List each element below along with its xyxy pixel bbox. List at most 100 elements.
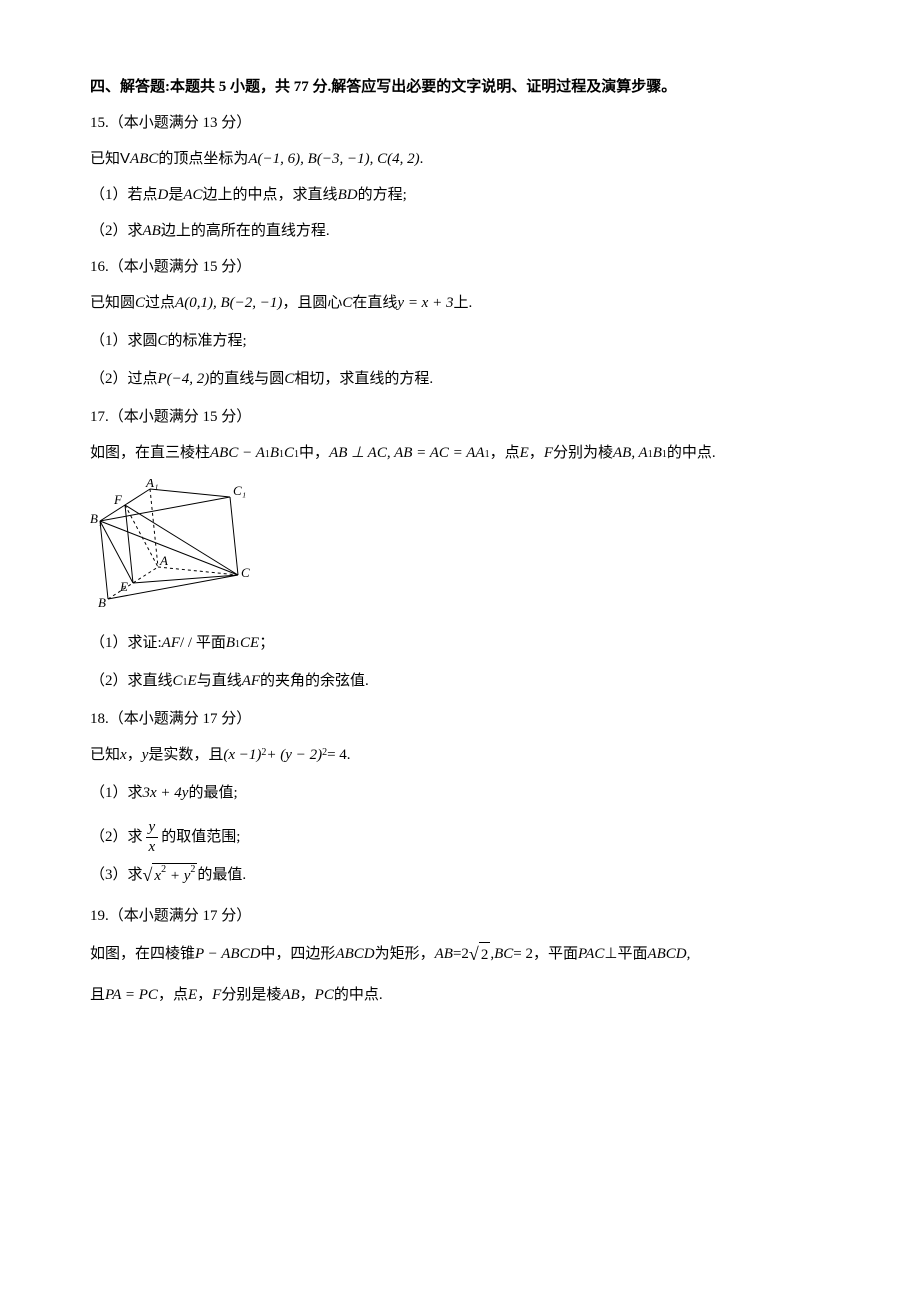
label-b1: B₁: [90, 511, 102, 526]
q19-intro-line1: 如图，在四棱锥 P − ABCD 中，四边形 ABCD 为矩形， AB = 2 …: [90, 940, 830, 969]
text: ，且圆心: [282, 291, 342, 315]
q15-intro: 已知 V ABC 的顶点坐标为 A(−1, 6), B(−3, −1), C(4…: [90, 147, 830, 171]
var-af: AF: [162, 631, 180, 655]
text: ，: [529, 441, 544, 465]
var-x: x: [120, 743, 127, 767]
text: 如图，在直三棱柱: [90, 441, 210, 465]
eq2: = 2: [513, 942, 533, 966]
q17-header: 17.（本小题满分 15 分）: [90, 405, 830, 429]
text: 中，四边形: [260, 942, 335, 966]
text: ，平面: [533, 942, 578, 966]
text: 的中点.: [667, 441, 716, 465]
frac-line: [146, 837, 159, 838]
var-e: E: [188, 983, 197, 1007]
sup: 2: [261, 745, 266, 761]
point-p: P(−4, 2): [158, 367, 210, 391]
sqrt-expr: √ x2 + y2: [143, 861, 198, 890]
plus-y: + y: [166, 868, 190, 884]
q16-intro: 已知圆 C 过点 A(0,1), B(−2, −1) ，且圆心 C 在直线 y …: [90, 291, 830, 315]
label-e: E: [119, 579, 128, 594]
sup: 2: [190, 864, 195, 875]
var-c: C: [284, 367, 294, 391]
text: （2）求直线: [90, 669, 173, 693]
sqrt-icon: √: [469, 940, 479, 969]
q17-intro: 如图，在直三棱柱 ABC − A1B1C1 中， AB ⊥ AC, AB = A…: [90, 441, 830, 465]
q18-p2: （2）求 y x 的取值范围;: [90, 819, 830, 855]
text: 且: [90, 983, 105, 1007]
text: ，点: [490, 441, 520, 465]
text: 是: [168, 183, 183, 207]
sqrt-icon: √: [143, 861, 153, 890]
text: （1）若点: [90, 183, 158, 207]
label-c1: C₁: [233, 483, 246, 498]
q15-p1: （1）若点 D 是 AC 边上的中点，求直线 BD 的方程;: [90, 183, 830, 207]
ab: AB: [435, 942, 453, 966]
q18-intro: 已知 x ， y 是实数，且 (x −1)2 + (y − 2)2 = 4 .: [90, 743, 830, 767]
var-c: C: [135, 291, 145, 315]
label-c: C: [241, 565, 250, 580]
var-ac: AC: [183, 183, 202, 207]
sup: 2: [322, 745, 327, 761]
text: ，: [197, 983, 212, 1007]
b: B: [653, 441, 662, 465]
b1: B: [226, 631, 235, 655]
sub: 1: [662, 447, 667, 463]
sup: 2: [161, 864, 166, 875]
text: （2）求: [90, 219, 143, 243]
var-c: C: [158, 329, 168, 353]
c: C: [284, 441, 294, 465]
text: 已知: [90, 147, 120, 171]
sub: 1: [279, 447, 284, 463]
text: 边上的中点，求直线: [203, 183, 338, 207]
text: 的方程;: [358, 183, 407, 207]
text: 分别为棱: [553, 441, 613, 465]
q18-p3: （3）求 √ x2 + y2 的最值.: [90, 861, 830, 890]
c1: C: [173, 669, 183, 693]
ab-a1b1: AB, A: [613, 441, 648, 465]
text: 的取值范围;: [161, 825, 240, 849]
text: ，: [300, 983, 315, 1007]
text: 边上的高所在的直线方程.: [161, 219, 330, 243]
var-ab: AB: [143, 219, 161, 243]
text: 的最值;: [188, 781, 237, 805]
text: 的直线与圆: [209, 367, 284, 391]
e: E: [188, 669, 197, 693]
fraction-y-over-x: y x: [146, 819, 159, 855]
abcd: ABCD: [335, 942, 374, 966]
text: 上.: [453, 291, 472, 315]
text: 是实数，且: [148, 743, 223, 767]
var-d: D: [158, 183, 169, 207]
q15-header: 15.（本小题满分 13 分）: [90, 111, 830, 135]
ce: CE: [240, 631, 259, 655]
var-af: AF: [242, 669, 260, 693]
text: 的标准方程;: [168, 329, 247, 353]
text: 的夹角的余弦值.: [260, 669, 369, 693]
text: ，: [127, 743, 142, 767]
text: （1）求圆: [90, 329, 158, 353]
text: （2）求: [90, 825, 143, 849]
sub: 1: [265, 447, 270, 463]
q19-intro-line2: 且 PA = PC ，点 E ， F 分别是棱 AB ， PC 的中点.: [90, 983, 830, 1007]
eq-plus: + (y − 2): [266, 743, 322, 767]
label-b: B: [98, 595, 106, 609]
triangle-symbol: V: [120, 147, 130, 171]
eq-r: = 4: [327, 743, 347, 767]
label-f: F: [113, 492, 123, 507]
text: （2）过点: [90, 367, 158, 391]
text: （3）求: [90, 863, 143, 887]
text: .: [347, 743, 351, 767]
text: 中，: [299, 441, 329, 465]
sqrt2: √ 2: [469, 940, 490, 969]
text: 在直线: [352, 291, 397, 315]
sqrt-body: x2 + y2: [152, 863, 197, 888]
b: B: [270, 441, 279, 465]
text: ；: [259, 631, 274, 655]
pa-pc: PA = PC: [105, 983, 158, 1007]
text: 与直线: [197, 669, 242, 693]
q15-p2: （2）求 AB 边上的高所在的直线方程.: [90, 219, 830, 243]
var-e: E: [520, 441, 529, 465]
eq: =: [453, 942, 461, 966]
q18-p1: （1）求 3x + 4y 的最值;: [90, 781, 830, 805]
text: 的中点.: [334, 983, 383, 1007]
var-bd: BD: [338, 183, 358, 207]
